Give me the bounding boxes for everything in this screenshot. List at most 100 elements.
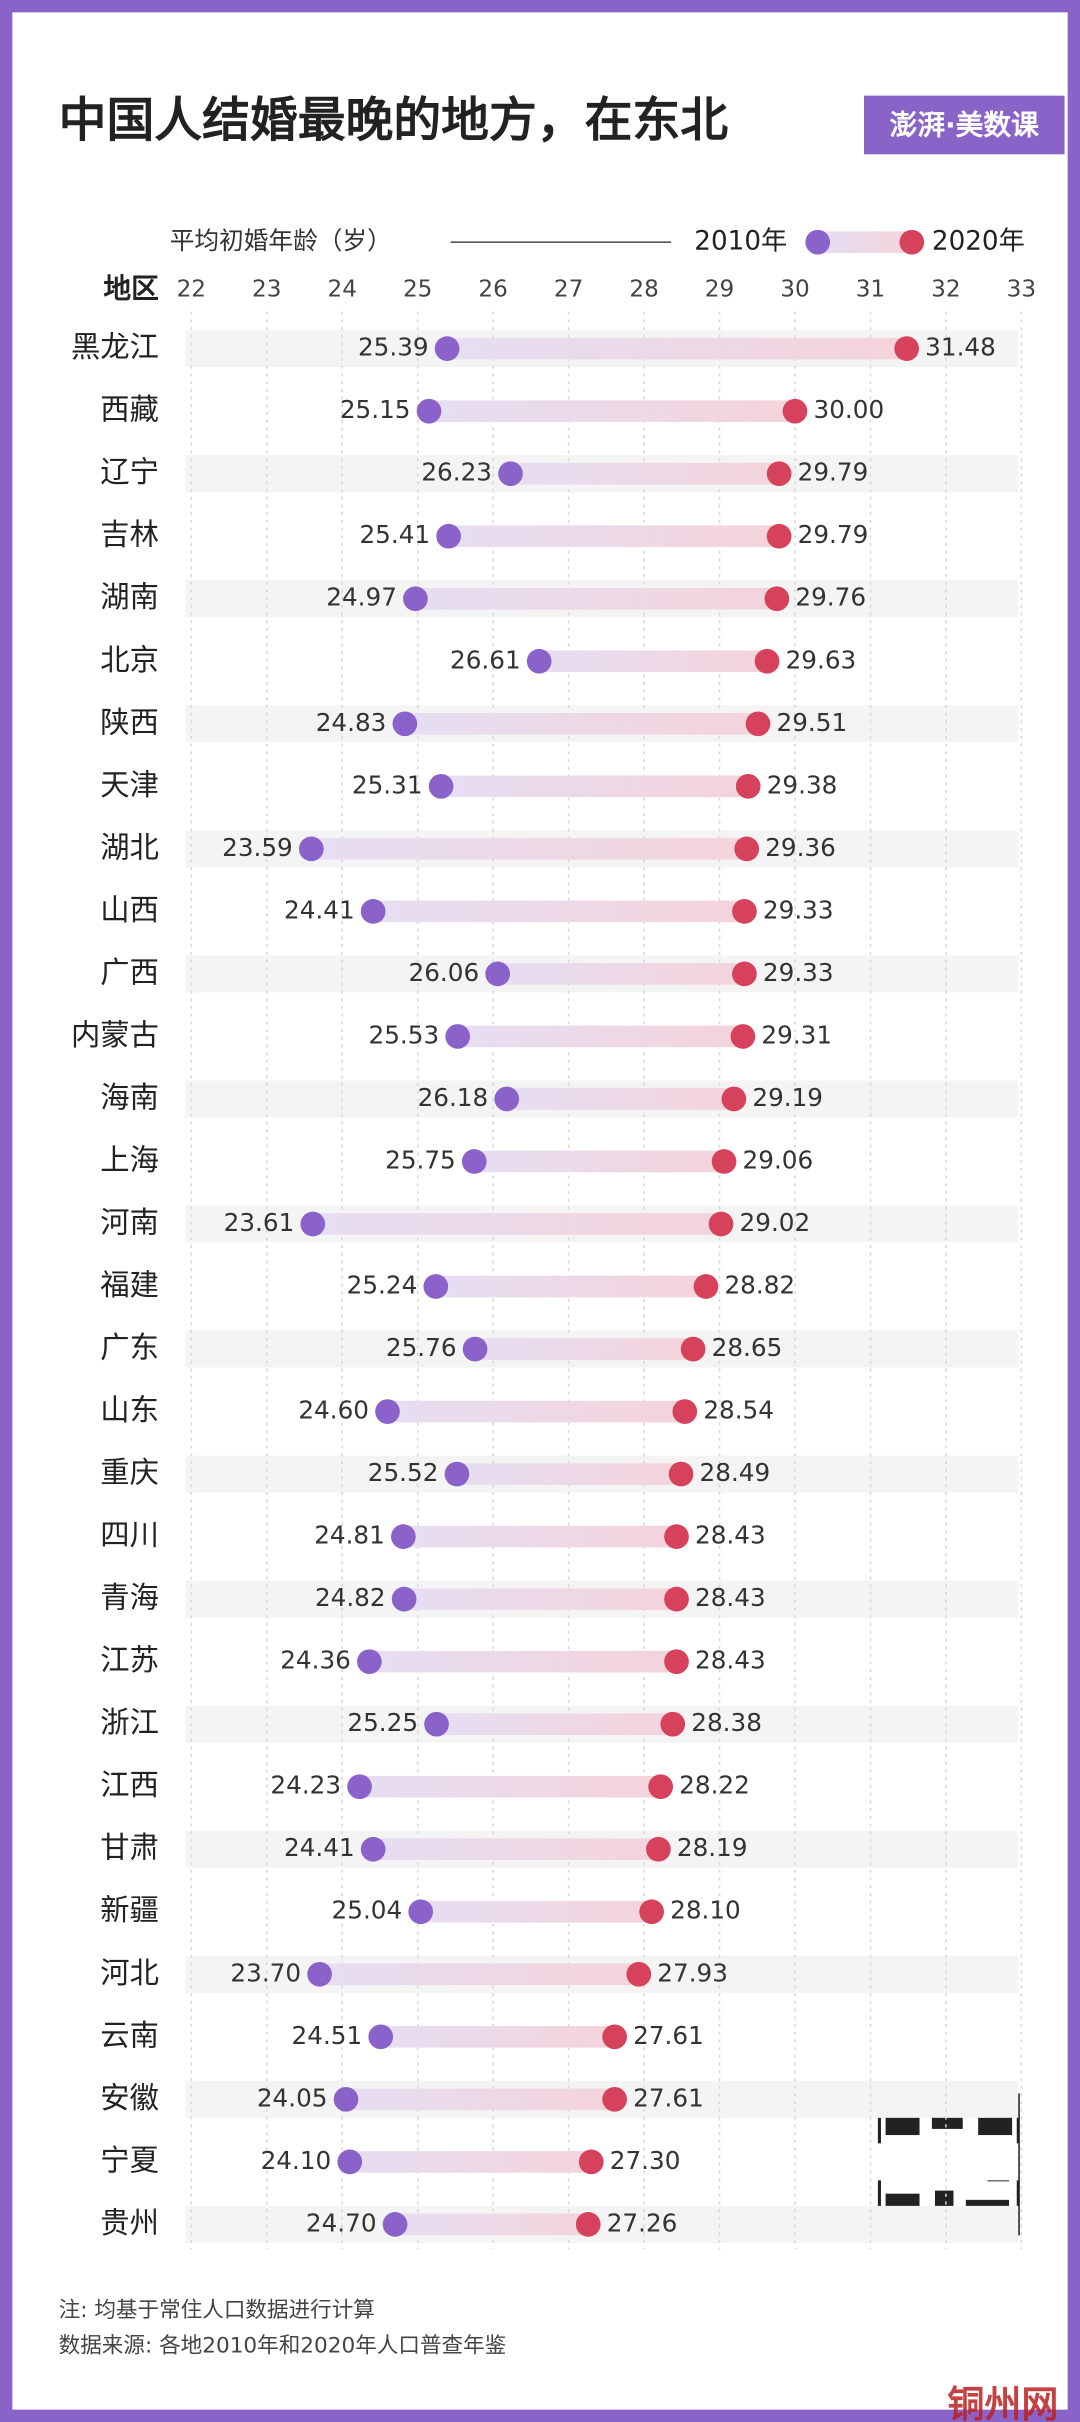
value-label: 25.41 <box>359 520 430 549</box>
category-label: 云南 <box>100 2018 159 2052</box>
dot-2020 <box>754 648 780 674</box>
range-bar <box>346 2088 615 2111</box>
dot-2020 <box>766 523 792 549</box>
legend-label: 2010年 <box>694 227 787 257</box>
value-label: 24.83 <box>316 708 387 737</box>
range-bar <box>510 462 780 485</box>
dot-2020 <box>578 2149 604 2175</box>
category-label: 湖北 <box>100 830 159 864</box>
value-label: 24.10 <box>261 2146 332 2175</box>
value-label: 28.43 <box>695 1646 766 1675</box>
value-label: 29.79 <box>798 458 869 487</box>
value-label: 29.33 <box>763 895 834 924</box>
category-label: 贵州 <box>100 2206 159 2240</box>
category-label: 陕西 <box>100 705 159 739</box>
dot-2020 <box>764 586 790 612</box>
value-label: 26.06 <box>409 958 480 987</box>
category-label: 新疆 <box>100 1893 159 1927</box>
value-label: 29.31 <box>761 1020 832 1049</box>
dot-2010 <box>494 1086 520 1112</box>
value-label: 24.70 <box>306 2208 377 2237</box>
category-label: 湖南 <box>100 580 159 614</box>
dot-2020 <box>646 1836 671 1862</box>
watermark: 铜州网 <box>947 2383 1058 2422</box>
range-bar <box>475 1338 694 1360</box>
dot-2020 <box>648 1774 674 1800</box>
value-label: 25.76 <box>386 1333 457 1362</box>
category-header: 地区 <box>103 272 159 305</box>
dot-2010 <box>526 648 552 674</box>
range-bar <box>395 2213 589 2236</box>
dot-2010 <box>368 2024 394 2050</box>
value-label: 28.22 <box>679 1771 750 1800</box>
category-label: 西藏 <box>100 393 159 427</box>
dot-2010 <box>461 1149 487 1174</box>
dot-2010 <box>347 1774 372 1800</box>
legend-marker <box>899 229 925 255</box>
range-bar <box>349 2151 592 2173</box>
value-label: 28.82 <box>724 1271 795 1300</box>
range-bar <box>506 1088 734 1110</box>
dot-2020 <box>711 1149 737 1174</box>
dot-2020 <box>664 1586 689 1612</box>
range-bar <box>448 525 780 548</box>
dot-2020 <box>730 1024 756 1049</box>
value-label: 28.38 <box>691 1708 762 1737</box>
dot-2010 <box>416 398 442 424</box>
range-bar <box>403 1525 677 1548</box>
dot-2010 <box>498 461 523 487</box>
category-label: 河北 <box>100 1956 159 1990</box>
dot-2010 <box>360 1836 386 1862</box>
dot-2010 <box>333 2086 359 2112</box>
dot-2020 <box>626 1961 652 1987</box>
value-label: 25.25 <box>347 1708 418 1737</box>
range-bar <box>435 1275 706 1298</box>
category-label: 山东 <box>100 1393 159 1427</box>
value-label: 23.70 <box>230 1958 301 1987</box>
category-label: 四川 <box>100 1518 159 1552</box>
dot-2020 <box>766 461 792 487</box>
value-label: 24.97 <box>326 583 397 612</box>
dot-2010 <box>307 1961 332 1987</box>
category-label: 安徽 <box>100 2081 159 2115</box>
value-label: 24.51 <box>292 2021 363 2050</box>
range-bar <box>474 1150 725 1173</box>
value-label: 25.75 <box>385 1145 456 1174</box>
dot-2020 <box>732 899 757 924</box>
dot-2020 <box>575 2212 601 2237</box>
dot-2010 <box>375 1399 400 1424</box>
dot-2010 <box>337 2149 363 2175</box>
dot-2010 <box>403 586 428 612</box>
dot-2020 <box>745 711 771 737</box>
range-bar <box>380 2026 615 2048</box>
logo-box <box>864 95 1065 155</box>
value-label: 24.41 <box>284 895 355 924</box>
dot-2010 <box>485 961 511 987</box>
category-label: 宁夏 <box>100 2143 159 2177</box>
range-bar <box>441 775 749 798</box>
value-label: 28.10 <box>670 1896 741 1925</box>
value-label: 25.24 <box>347 1271 418 1300</box>
dot-2010 <box>382 2212 408 2237</box>
value-label: 25.04 <box>332 1896 403 1925</box>
value-label: 24.60 <box>298 1396 369 1425</box>
value-label: 29.76 <box>795 583 866 612</box>
x-tick-label: 33 <box>1007 277 1036 303</box>
category-label: 海南 <box>100 1080 159 1114</box>
value-label: 24.36 <box>280 1646 351 1675</box>
value-label: 29.63 <box>786 645 857 674</box>
range-bar <box>319 1963 639 1986</box>
legend-marker <box>805 229 831 255</box>
x-tick-label: 26 <box>478 277 507 303</box>
dot-2020 <box>708 1211 734 1237</box>
value-label: 24.82 <box>315 1583 386 1612</box>
dot-2010 <box>392 711 418 737</box>
category-label: 内蒙古 <box>71 1018 159 1052</box>
value-label: 28.54 <box>703 1396 774 1425</box>
category-label: 浙江 <box>100 1706 159 1740</box>
value-label: 25.15 <box>340 395 411 424</box>
dot-2010 <box>357 1649 382 1675</box>
dot-2020 <box>602 2086 627 2112</box>
dot-2020 <box>639 1899 664 1925</box>
range-bar <box>387 1400 685 1423</box>
